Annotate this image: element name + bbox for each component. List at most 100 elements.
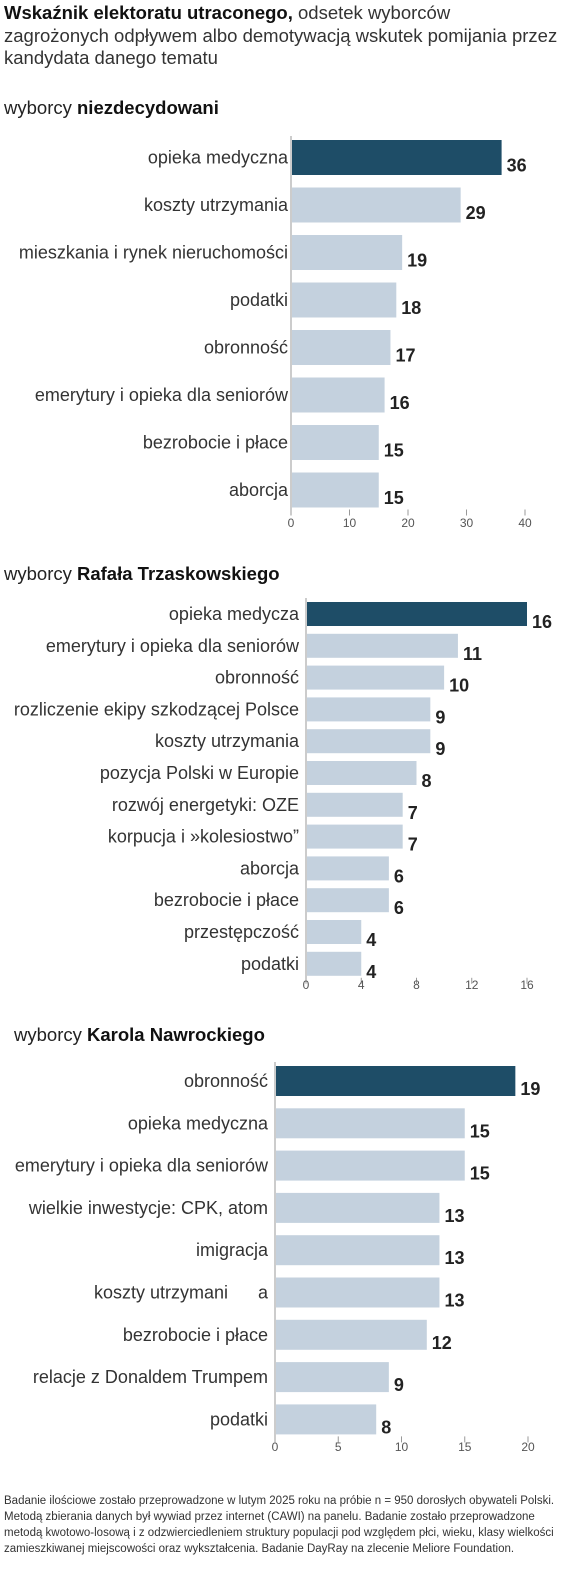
bar (276, 1066, 516, 1096)
category-label: emerytury i opieka dla seniorów (15, 1156, 269, 1176)
panel-label-prefix: wyborcy (4, 563, 77, 584)
category-label: podatki (210, 1409, 268, 1429)
bar (307, 665, 445, 690)
panel-label-bold: Rafała Trzaskowskiego (77, 563, 280, 584)
value-label: 9 (394, 1375, 404, 1395)
tick-label: 40 (518, 516, 532, 530)
category-label: bezrobocie i płace (143, 433, 288, 453)
category-label: obronność (215, 668, 299, 688)
bar (307, 888, 389, 913)
bar-chart-trzaskowski: opieka medycza 16 emerytury i opieka dla s… (14, 598, 552, 992)
value-label: 4 (366, 962, 376, 982)
tick-label: 15 (458, 1440, 472, 1454)
panel-label-trzaskowski: wyborcy Rafała Trzaskowskiego (4, 563, 280, 585)
value-label: 15 (470, 1121, 490, 1141)
bar (292, 282, 397, 318)
value-label: 16 (390, 393, 410, 413)
tick-label: 8 (413, 978, 420, 992)
category-label: rozwój energetyki: OZE (112, 795, 299, 815)
chart-title-rest: odsetek wyborców zagrożonych odpływem al… (4, 2, 558, 68)
category-label: koszty utrzymani a (94, 1283, 269, 1303)
bar (276, 1150, 465, 1181)
bar (276, 1235, 440, 1266)
panel-label-prefix: wyborcy (14, 1024, 87, 1045)
value-label: 9 (435, 707, 445, 727)
panel-label-undecided: wyborcy niezdecydowani (4, 97, 219, 119)
value-label: 6 (394, 898, 404, 918)
bar (307, 602, 527, 626)
bar (307, 761, 417, 785)
category-label: aborcja (240, 858, 300, 878)
value-label: 19 (407, 251, 427, 271)
bar (307, 792, 403, 817)
panel-label-bold: niezdecydowani (77, 97, 219, 118)
tick-label: 4 (358, 978, 365, 992)
category-label: obronność (204, 338, 288, 358)
bar (276, 1277, 440, 1308)
bar (292, 377, 385, 413)
category-label: relacje z Donaldem Trumpem (33, 1367, 268, 1387)
bar (307, 856, 389, 881)
category-label: opieka medycza (169, 604, 300, 624)
bar (276, 1404, 377, 1435)
category-label: podatki (241, 954, 299, 974)
value-label: 13 (444, 1206, 464, 1226)
category-label: wielkie inwestycje: CPK, atom (28, 1198, 268, 1218)
value-label: 13 (444, 1248, 464, 1268)
value-label: 6 (394, 866, 404, 886)
value-label: 12 (432, 1333, 452, 1353)
panel-label-nawrocki: wyborcy Karola Nawrockiego (14, 1024, 265, 1046)
value-label: 17 (395, 346, 415, 366)
tick-label: 20 (521, 1440, 535, 1454)
bar (292, 472, 379, 508)
category-label: rozliczenie ekipy szkodzącej Polsce (14, 699, 299, 719)
value-label: 15 (384, 441, 404, 461)
tick-label: 5 (335, 1440, 342, 1454)
tick-label: 0 (288, 516, 295, 530)
value-label: 36 (507, 156, 527, 176)
category-label: opieka medyczna (148, 148, 289, 168)
value-label: 29 (466, 203, 486, 223)
bar (307, 951, 362, 976)
category-label: podatki (230, 290, 288, 310)
value-label: 7 (408, 803, 418, 823)
tick-label: 0 (272, 1440, 279, 1454)
value-label: 15 (470, 1164, 490, 1184)
tick-label: 10 (343, 516, 357, 530)
tick-label: 16 (520, 978, 534, 992)
category-label: mieszkania i rynek nieruchomości (19, 243, 288, 263)
bar (276, 1362, 389, 1393)
value-label: 10 (449, 676, 469, 696)
value-label: 8 (381, 1417, 391, 1437)
category-label: bezrobocie i płace (154, 890, 299, 910)
category-label: korpucja i »kolesiostwo” (108, 827, 299, 847)
bar (276, 1192, 440, 1223)
category-label: obronność (184, 1071, 268, 1091)
value-label: 11 (463, 644, 482, 664)
value-label: 16 (532, 612, 552, 632)
category-label: opieka medyczna (128, 1113, 269, 1133)
bar (292, 235, 403, 270)
category-label: imigracja (196, 1240, 269, 1260)
category-label: aborcja (229, 480, 289, 500)
chart-title: Wskaźnik elektoratu utraconego, odsetek … (4, 2, 560, 70)
bar-chart-undecided: opieka medyczna 36 koszty utrzymania 29 mies… (19, 136, 532, 530)
category-label: koszty utrzymania (144, 195, 289, 215)
value-label: 13 (444, 1291, 464, 1311)
tick-label: 30 (460, 516, 474, 530)
category-label: emerytury i opieka dla seniorów (46, 636, 300, 656)
panel-label-bold: Karola Nawrockiego (87, 1024, 265, 1045)
bar (292, 187, 461, 223)
value-label: 7 (408, 835, 418, 855)
category-label: emerytury i opieka dla seniorów (35, 385, 289, 405)
value-label: 8 (422, 771, 432, 791)
value-label: 9 (435, 739, 445, 759)
category-label: bezrobocie i płace (123, 1325, 268, 1345)
value-label: 19 (520, 1079, 540, 1099)
bar (307, 633, 458, 658)
bar (307, 729, 431, 754)
value-label: 4 (366, 930, 376, 950)
bar (292, 425, 379, 460)
bar (292, 330, 391, 365)
tick-label: 10 (395, 1440, 409, 1454)
